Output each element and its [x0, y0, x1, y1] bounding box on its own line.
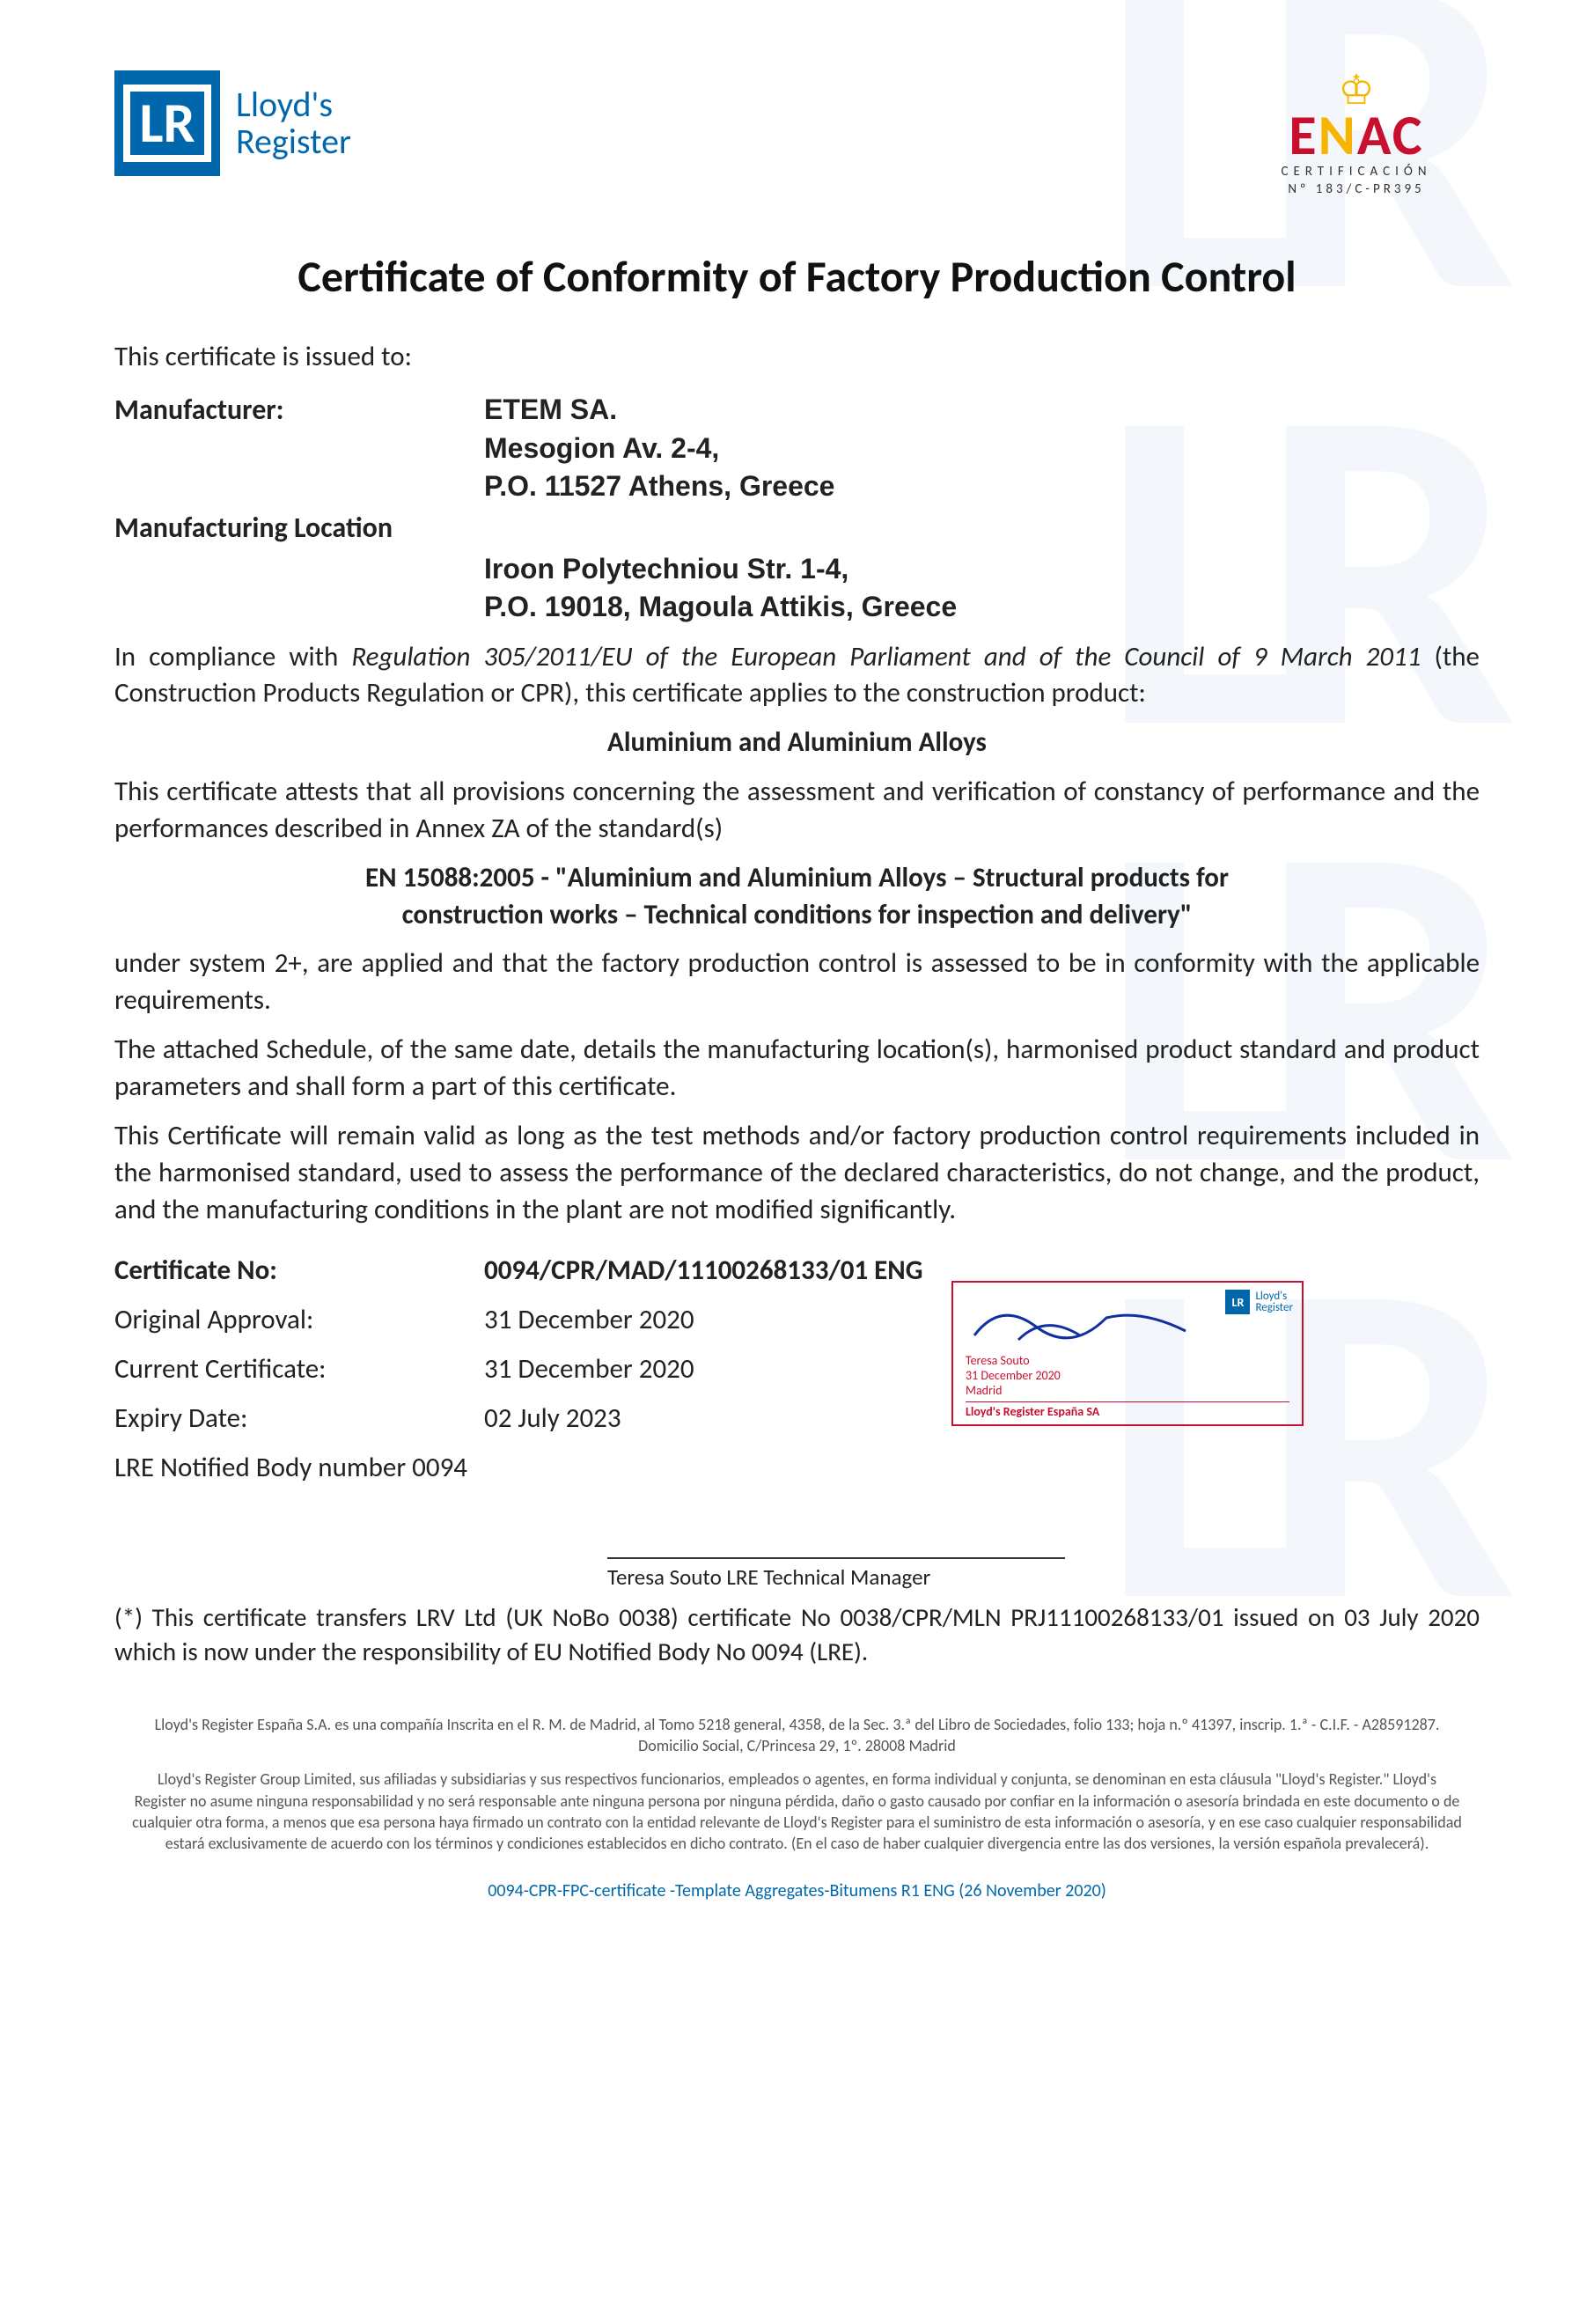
enac-logo: ♔ ENAC CERTIFICACIÓN Nº 183/C-PR395	[1233, 70, 1480, 197]
legal-para2: Lloyd's Register Group Limited, sus afil…	[132, 1769, 1462, 1854]
lr-text-line2: Register	[236, 123, 351, 160]
lr-mini-text: Lloyd'sRegister	[1255, 1291, 1293, 1313]
legal-para1: Lloyd's Register España S.A. es una comp…	[132, 1714, 1462, 1757]
schedule-paragraph: The attached Schedule, of the same date,…	[114, 1032, 1480, 1106]
notified-body-label: LRE Notified Body number 0094	[114, 1450, 467, 1487]
cert-no-value: 0094/CPR/MAD/11100268133/01 ENG	[484, 1253, 922, 1290]
manufacturer-addr2: P.O. 11527 Athens, Greece	[484, 467, 834, 505]
page-content: LR Lloyd's Register ♔ ENAC CERTIFICACIÓN…	[114, 70, 1480, 1901]
enac-subtitle: CERTIFICACIÓN	[1233, 164, 1480, 180]
para1-pre: In compliance with	[114, 640, 351, 673]
manufacturer-label: Manufacturer:	[114, 391, 484, 505]
mfg-location-label: Manufacturing Location	[114, 509, 484, 547]
manufacturer-addr1: Mesogion Av. 2-4,	[484, 430, 834, 467]
sig-lr-mini-logo: LR Lloyd'sRegister	[1225, 1290, 1293, 1314]
header-row: LR Lloyd's Register ♔ ENAC CERTIFICACIÓN…	[114, 70, 1480, 197]
lr-mark-icon: LR	[114, 70, 220, 176]
mfg-location-addr1: Iroon Polytechniou Str. 1-4,	[484, 550, 957, 588]
transfer-footnote: (*) This certificate transfers LRV Ltd (…	[114, 1600, 1480, 1669]
lloyds-register-logo: LR Lloyd's Register	[114, 70, 351, 176]
validity-paragraph: This Certificate will remain valid as lo…	[114, 1118, 1480, 1229]
mfg-location-row: Manufacturing Location	[114, 509, 1480, 547]
system-paragraph: under system 2+, are applied and that th…	[114, 945, 1480, 1019]
manufacturer-row: Manufacturer: ETEM SA. Mesogion Av. 2-4,…	[114, 391, 1480, 505]
signature-stamp: LR Lloyd'sRegister Teresa Souto 31 Decem…	[951, 1281, 1304, 1426]
signature-line	[607, 1557, 1065, 1559]
notified-body-row: LRE Notified Body number 0094	[114, 1450, 1480, 1487]
standard-reference: EN 15088:2005 - "Aluminium and Aluminium…	[114, 860, 1480, 934]
sig-company: Lloyd's Register España SA	[966, 1401, 1289, 1419]
sig-name: Teresa Souto	[966, 1353, 1289, 1368]
product-line: Aluminium and Aluminium Alloys	[114, 724, 1480, 761]
attestation-paragraph: This certificate attests that all provis…	[114, 774, 1480, 848]
standard-line2: construction works – Technical condition…	[114, 897, 1480, 934]
lr-mark-text: LR	[123, 85, 210, 162]
expiry-label: Expiry Date:	[114, 1401, 484, 1438]
template-reference: 0094-CPR-FPC-certificate -Template Aggre…	[114, 1880, 1480, 1901]
issued-to-text: This certificate is issued to:	[114, 339, 1480, 376]
certificate-title: Certificate of Conformity of Factory Pro…	[114, 250, 1480, 304]
original-approval-label: Original Approval:	[114, 1302, 484, 1339]
enac-number: Nº 183/C-PR395	[1233, 181, 1480, 197]
mfg-location-addr-row: Iroon Polytechniou Str. 1-4, P.O. 19018,…	[114, 550, 1480, 626]
manufacturer-name: ETEM SA.	[484, 391, 834, 429]
lr-mini-icon: LR	[1225, 1290, 1250, 1314]
sig-place: Madrid	[966, 1383, 1289, 1398]
lr-text-line1: Lloyd's	[236, 86, 351, 123]
current-cert-label: Current Certificate:	[114, 1351, 484, 1388]
enac-mark: ENAC	[1233, 111, 1480, 162]
legal-footer: Lloyd's Register España S.A. es una comp…	[114, 1714, 1480, 1855]
mfg-location-addr2: P.O. 19018, Magoula Attikis, Greece	[484, 588, 957, 626]
original-approval-value: 31 December 2020	[484, 1302, 694, 1339]
cert-no-label: Certificate No:	[114, 1253, 484, 1290]
lr-logo-text: Lloyd's Register	[236, 86, 351, 160]
sig-date: 31 December 2020	[966, 1368, 1289, 1383]
para1-italic: Regulation 305/2011/EU of the European P…	[351, 640, 1421, 673]
compliance-paragraph: In compliance with Regulation 305/2011/E…	[114, 639, 1480, 713]
expiry-value: 02 July 2023	[484, 1401, 621, 1438]
standard-line1: EN 15088:2005 - "Aluminium and Aluminium…	[114, 860, 1480, 897]
signature-caption: Teresa Souto LRE Technical Manager	[607, 1563, 1480, 1592]
current-cert-value: 31 December 2020	[484, 1351, 694, 1388]
body: This certificate is issued to: Manufactu…	[114, 339, 1480, 1670]
